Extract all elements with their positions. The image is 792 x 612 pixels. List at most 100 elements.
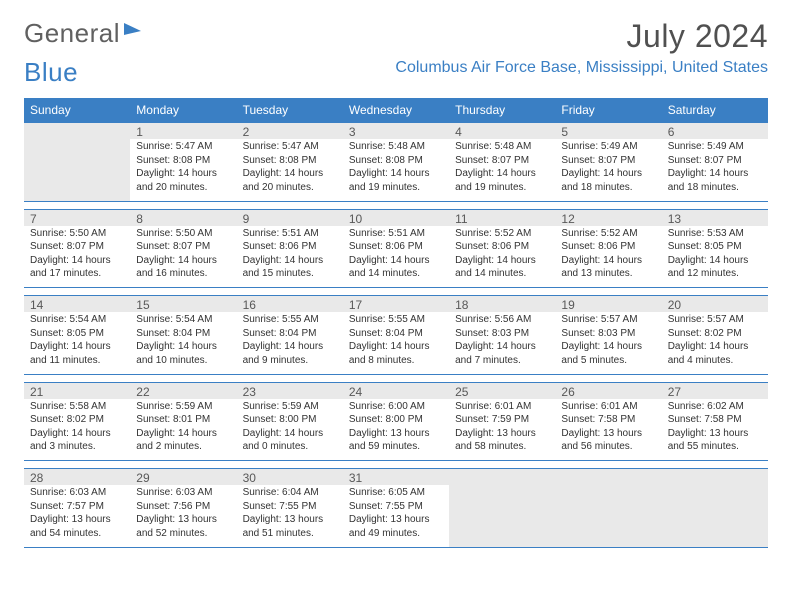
calendar-content-row: Sunrise: 5:58 AMSunset: 8:02 PM Daylight:… <box>24 399 768 461</box>
day-header: Friday <box>555 98 661 123</box>
logo-text-general: General <box>24 18 120 49</box>
calendar-spacer-cell <box>24 288 768 296</box>
calendar-cell-line: Sunrise: 6:02 AM <box>668 400 762 414</box>
calendar-day-cell: Sunrise: 6:02 AMSunset: 7:58 PMDaylight:… <box>662 399 768 461</box>
calendar-spacer-row <box>24 374 768 382</box>
calendar-day-cell: Sunrise: 5:47 AMSunset: 8:08 PMDaylight:… <box>237 139 343 201</box>
calendar-cell-line: Sunrise: 5:50 AM <box>136 227 230 241</box>
calendar-spacer-row <box>24 288 768 296</box>
calendar-cell-line: Sunset: 8:06 PM <box>243 240 337 254</box>
calendar-day-number: 19 <box>555 296 661 313</box>
calendar-day-number: 22 <box>130 382 236 399</box>
calendar-cell-line: Sunrise: 5:59 AM <box>243 400 337 414</box>
calendar-day-number: 12 <box>555 209 661 226</box>
calendar-day-cell: Sunrise: 5:59 AMSunset: 8:00 PMDaylight:… <box>237 399 343 461</box>
calendar-cell-line: Sunset: 8:03 PM <box>561 327 655 341</box>
calendar-day-number: 28 <box>24 469 130 486</box>
calendar-cell-line: Sunrise: 6:01 AM <box>455 400 549 414</box>
calendar-cell-line: Sunset: 7:55 PM <box>243 500 337 514</box>
calendar-day-number <box>662 469 768 486</box>
calendar-day-cell: Sunrise: 5:48 AMSunset: 8:07 PMDaylight:… <box>449 139 555 201</box>
calendar-day-number: 1 <box>130 123 236 140</box>
calendar-cell-line: Daylight: 14 hours and 20 minutes. <box>243 167 337 194</box>
calendar-cell-line: Daylight: 13 hours and 55 minutes. <box>668 427 762 454</box>
calendar-day-number: 14 <box>24 296 130 313</box>
calendar-cell-line: Daylight: 13 hours and 54 minutes. <box>30 513 124 540</box>
calendar-cell-line: Sunrise: 5:58 AM <box>30 400 124 414</box>
calendar-cell-line: Sunrise: 6:04 AM <box>243 486 337 500</box>
calendar-cell-line: Daylight: 13 hours and 59 minutes. <box>349 427 443 454</box>
calendar-day-cell: Sunrise: 6:04 AMSunset: 7:55 PMDaylight:… <box>237 485 343 547</box>
logo-flag-icon <box>123 18 145 49</box>
calendar-cell-line: Daylight: 13 hours and 51 minutes. <box>243 513 337 540</box>
calendar-table: Sunday Monday Tuesday Wednesday Thursday… <box>24 98 768 548</box>
calendar-spacer-cell <box>24 461 768 469</box>
calendar-day-cell: Sunrise: 6:03 AMSunset: 7:57 PMDaylight:… <box>24 485 130 547</box>
calendar-cell-line: Sunset: 8:04 PM <box>136 327 230 341</box>
calendar-cell-line: Daylight: 14 hours and 9 minutes. <box>243 340 337 367</box>
calendar-cell-line: Sunset: 8:02 PM <box>30 413 124 427</box>
day-header: Thursday <box>449 98 555 123</box>
calendar-day-cell: Sunrise: 5:49 AMSunset: 8:07 PMDaylight:… <box>555 139 661 201</box>
calendar-cell-line: Daylight: 14 hours and 5 minutes. <box>561 340 655 367</box>
calendar-day-number: 13 <box>662 209 768 226</box>
calendar-day-number: 9 <box>237 209 343 226</box>
calendar-day-number: 6 <box>662 123 768 140</box>
calendar-day-cell: Sunrise: 5:48 AMSunset: 8:08 PMDaylight:… <box>343 139 449 201</box>
calendar-day-cell: Sunrise: 5:57 AMSunset: 8:02 PMDaylight:… <box>662 312 768 374</box>
calendar-cell-line: Sunset: 8:08 PM <box>136 154 230 168</box>
calendar-cell-line: Sunrise: 5:48 AM <box>455 140 549 154</box>
calendar-cell-line: Daylight: 14 hours and 18 minutes. <box>561 167 655 194</box>
calendar-cell-line: Daylight: 13 hours and 56 minutes. <box>561 427 655 454</box>
calendar-cell-line: Daylight: 14 hours and 0 minutes. <box>243 427 337 454</box>
calendar-cell-line: Sunrise: 5:51 AM <box>349 227 443 241</box>
calendar-cell-line: Sunset: 8:08 PM <box>349 154 443 168</box>
calendar-day-number: 23 <box>237 382 343 399</box>
calendar-header-row: Sunday Monday Tuesday Wednesday Thursday… <box>24 98 768 123</box>
calendar-day-cell: Sunrise: 5:54 AMSunset: 8:04 PMDaylight:… <box>130 312 236 374</box>
calendar-cell-line: Sunset: 7:56 PM <box>136 500 230 514</box>
calendar-cell-line: Daylight: 14 hours and 7 minutes. <box>455 340 549 367</box>
calendar-day-number: 25 <box>449 382 555 399</box>
calendar-day-number: 27 <box>662 382 768 399</box>
calendar-cell-line: Sunrise: 5:47 AM <box>136 140 230 154</box>
calendar-cell-line: Sunrise: 5:52 AM <box>455 227 549 241</box>
calendar-day-number: 3 <box>343 123 449 140</box>
calendar-cell-line: Sunset: 8:02 PM <box>668 327 762 341</box>
calendar-spacer-cell <box>24 201 768 209</box>
calendar-content-row: Sunrise: 5:54 AMSunset: 8:05 PMDaylight:… <box>24 312 768 374</box>
calendar-spacer-row <box>24 201 768 209</box>
calendar-spacer-cell <box>24 374 768 382</box>
calendar-cell-line: Sunset: 7:58 PM <box>668 413 762 427</box>
calendar-cell-line: Sunset: 7:55 PM <box>349 500 443 514</box>
calendar-cell-line: Daylight: 14 hours and 20 minutes. <box>136 167 230 194</box>
calendar-location: Columbus Air Force Base, Mississippi, Un… <box>395 59 768 77</box>
calendar-day-cell: Sunrise: 5:54 AMSunset: 8:05 PMDaylight:… <box>24 312 130 374</box>
calendar-cell-line: Daylight: 14 hours and 2 minutes. <box>136 427 230 454</box>
calendar-day-cell: Sunrise: 5:57 AMSunset: 8:03 PMDaylight:… <box>555 312 661 374</box>
calendar-cell-line: Sunset: 8:07 PM <box>561 154 655 168</box>
calendar-day-cell: Sunrise: 6:03 AMSunset: 7:56 PMDaylight:… <box>130 485 236 547</box>
calendar-day-number: 2 <box>237 123 343 140</box>
calendar-day-number: 16 <box>237 296 343 313</box>
calendar-cell-line: Sunrise: 5:49 AM <box>668 140 762 154</box>
calendar-day-cell: Sunrise: 5:53 AMSunset: 8:05 PMDaylight:… <box>662 226 768 288</box>
calendar-cell-line: Sunset: 8:00 PM <box>349 413 443 427</box>
calendar-day-cell: Sunrise: 6:01 AMSunset: 7:59 PMDaylight:… <box>449 399 555 461</box>
calendar-day-number: 29 <box>130 469 236 486</box>
calendar-cell-line: Sunset: 7:58 PM <box>561 413 655 427</box>
calendar-day-number <box>555 469 661 486</box>
calendar-day-number: 26 <box>555 382 661 399</box>
calendar-day-number: 24 <box>343 382 449 399</box>
calendar-cell-line: Sunset: 8:06 PM <box>455 240 549 254</box>
calendar-daynum-row: 123456 <box>24 123 768 140</box>
calendar-cell-line: Sunrise: 5:51 AM <box>243 227 337 241</box>
calendar-cell-line: Sunset: 8:03 PM <box>455 327 549 341</box>
calendar-content-row: Sunrise: 6:03 AMSunset: 7:57 PMDaylight:… <box>24 485 768 547</box>
calendar-cell-line: Sunset: 8:07 PM <box>136 240 230 254</box>
calendar-cell-line: Sunrise: 5:49 AM <box>561 140 655 154</box>
calendar-cell-line: Sunrise: 5:54 AM <box>30 313 124 327</box>
calendar-cell-line: Sunrise: 5:59 AM <box>136 400 230 414</box>
calendar-day-number: 10 <box>343 209 449 226</box>
calendar-spacer-row <box>24 461 768 469</box>
